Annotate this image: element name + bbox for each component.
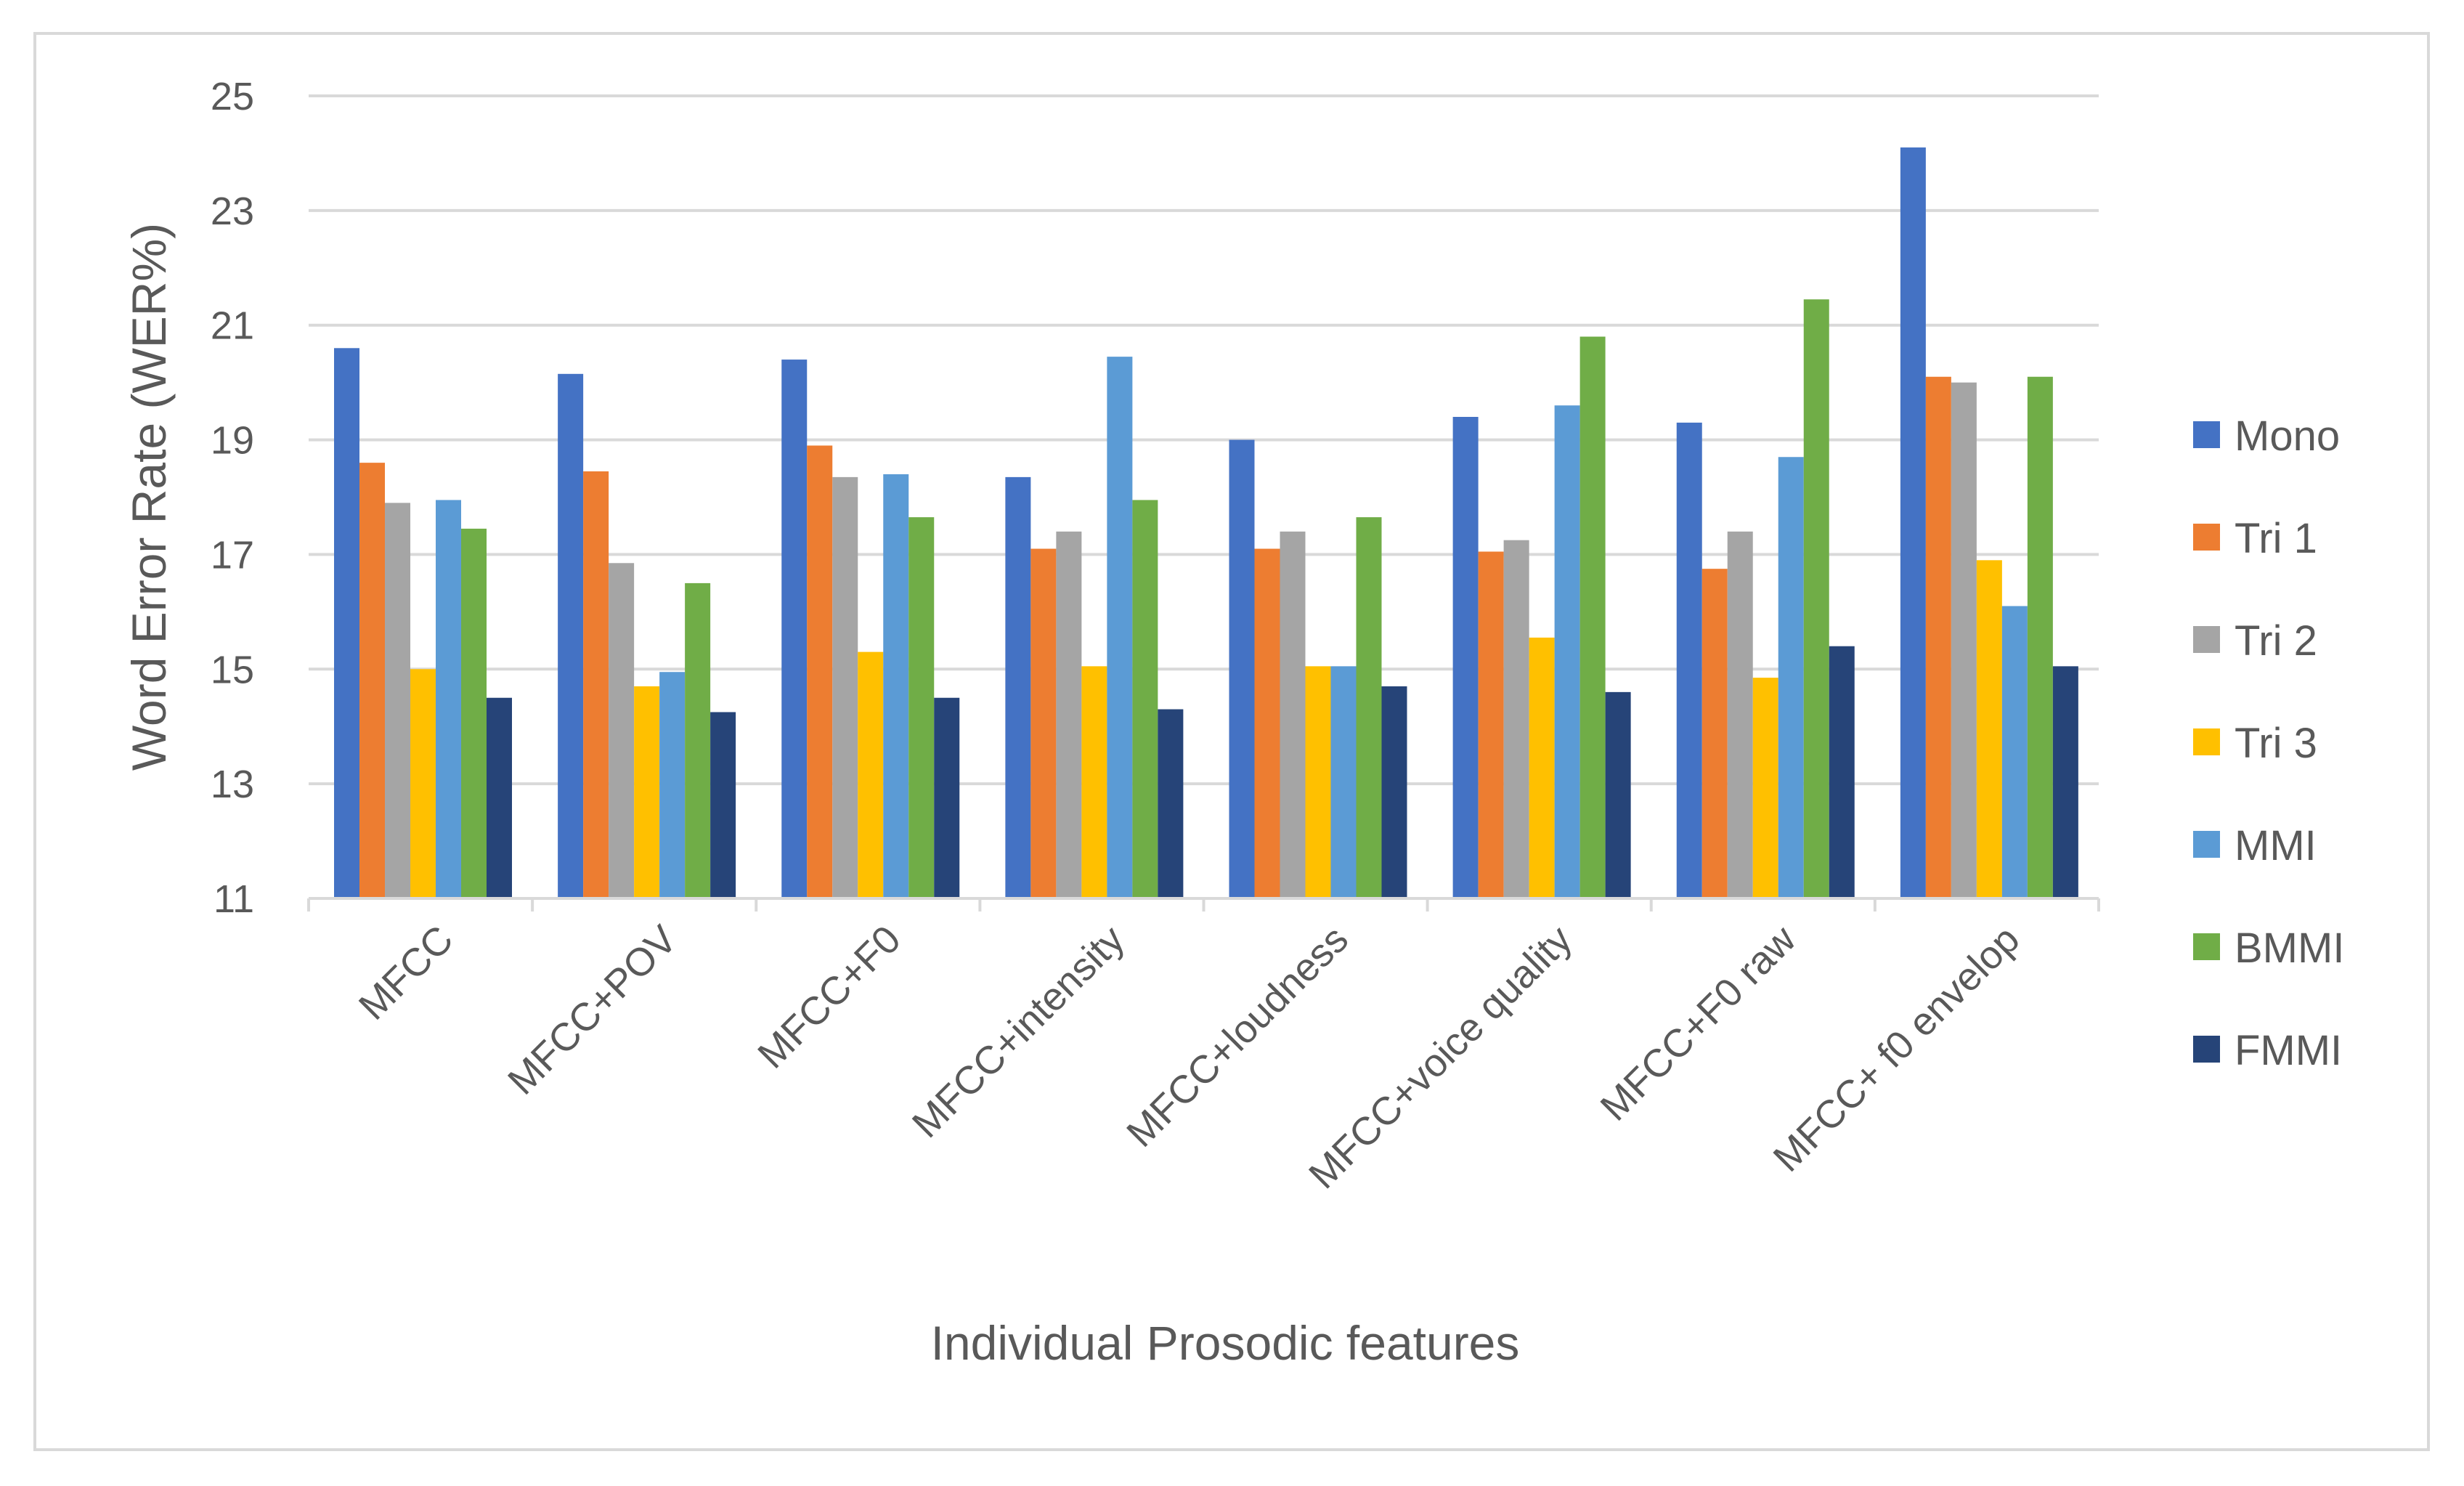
legend-swatch xyxy=(2193,421,2220,448)
bar xyxy=(1701,569,1728,898)
x-tick-label: MFCC+F0 xyxy=(749,917,909,1077)
bar xyxy=(858,651,884,898)
bar xyxy=(609,563,635,898)
bar xyxy=(1778,457,1804,898)
bar xyxy=(410,669,436,898)
legend-swatch xyxy=(2193,933,2220,960)
bar xyxy=(1752,678,1778,898)
legend: Mono Tri 1 Tri 2 Tri 3 MMI BMMI FMMI xyxy=(2193,413,2344,1074)
bar xyxy=(1579,336,1606,898)
bar xyxy=(1452,417,1479,898)
bar xyxy=(583,471,609,898)
bar xyxy=(385,503,410,898)
bar xyxy=(1030,548,1057,898)
bar xyxy=(883,474,909,898)
bar xyxy=(487,697,512,898)
legend-swatch xyxy=(2193,831,2220,858)
bar xyxy=(461,528,487,898)
bar xyxy=(710,712,736,898)
bar xyxy=(659,672,686,898)
legend-label: BMMI xyxy=(2235,925,2344,972)
bar xyxy=(1254,548,1280,898)
bar xyxy=(1229,439,1255,898)
bar xyxy=(334,348,359,898)
y-tick-label: 23 xyxy=(211,190,254,233)
x-axis-tick-labels: MFCC MFCC+POV MFCC+F0MFCC+intensityMFCC+lo… xyxy=(351,917,2028,1197)
legend-swatch xyxy=(2193,626,2220,653)
bar xyxy=(1305,666,1331,898)
bar xyxy=(781,360,808,899)
x-tick-label: MFCC xyxy=(351,917,462,1028)
bar xyxy=(1356,517,1382,898)
x-tick-label: MFCC+intensity xyxy=(904,917,1133,1146)
bar xyxy=(1951,382,1977,898)
bar xyxy=(1132,500,1158,898)
bars xyxy=(334,147,2078,899)
bar xyxy=(1107,357,1133,898)
bar xyxy=(1976,560,2002,898)
bar xyxy=(832,476,858,898)
x-axis-ticks xyxy=(307,898,2100,912)
x-axis-title: Individual Prosodic features xyxy=(931,1316,1520,1370)
bar xyxy=(1478,551,1504,898)
bar xyxy=(685,582,711,898)
bar xyxy=(1605,691,1631,898)
legend-label: Tri 1 xyxy=(2235,515,2317,562)
bar xyxy=(1381,686,1407,898)
bar xyxy=(1676,422,1702,898)
y-tick-label: 15 xyxy=(211,648,254,691)
bar xyxy=(1005,476,1031,898)
bar xyxy=(1280,531,1306,898)
bar xyxy=(1330,666,1357,898)
legend-swatch xyxy=(2193,728,2220,755)
y-tick-label: 17 xyxy=(211,533,254,577)
bar xyxy=(1529,637,1555,898)
bar xyxy=(558,373,584,898)
bar xyxy=(359,463,385,898)
x-tick-label: MFCC+POV xyxy=(500,917,686,1103)
bar xyxy=(934,697,960,898)
bar xyxy=(2027,376,2053,898)
bar xyxy=(1925,376,1951,898)
bar xyxy=(1554,405,1580,898)
bar xyxy=(1056,531,1082,898)
legend-label: Tri 2 xyxy=(2235,617,2317,665)
bar xyxy=(1727,531,1753,898)
legend-swatch xyxy=(2193,1036,2220,1063)
bar xyxy=(1803,299,1829,899)
bar xyxy=(1158,709,1184,898)
bar xyxy=(2001,606,2028,898)
bar xyxy=(1829,646,1855,898)
bar xyxy=(1900,147,1926,898)
y-tick-label: 11 xyxy=(214,877,254,921)
y-axis-title: Word Error Rate (WER%) xyxy=(122,223,176,771)
bar xyxy=(1503,540,1529,898)
bar xyxy=(908,517,935,898)
bar xyxy=(1081,666,1107,898)
y-tick-label: 25 xyxy=(211,75,254,118)
bar xyxy=(2052,666,2078,898)
legend-label: FMMI xyxy=(2235,1027,2342,1074)
bar xyxy=(634,686,660,898)
legend-swatch xyxy=(2193,524,2220,551)
y-tick-label: 19 xyxy=(211,419,254,463)
legend-label: Mono xyxy=(2235,413,2340,460)
legend-label: MMI xyxy=(2235,822,2317,869)
x-tick-label: MFCC+F0 raw xyxy=(1593,917,1805,1129)
bar xyxy=(436,500,461,898)
y-axis-tick-labels: 11 13 15 17 19 21 23 25 xyxy=(211,75,254,921)
y-tick-label: 21 xyxy=(211,304,254,348)
bar xyxy=(807,445,833,898)
x-tick-label: MFCC+ f0 envelop xyxy=(1765,917,2028,1180)
x-tick-label: MFCC+loudness xyxy=(1118,917,1357,1156)
legend-label: Tri 3 xyxy=(2235,720,2317,767)
y-tick-label: 13 xyxy=(211,763,254,806)
